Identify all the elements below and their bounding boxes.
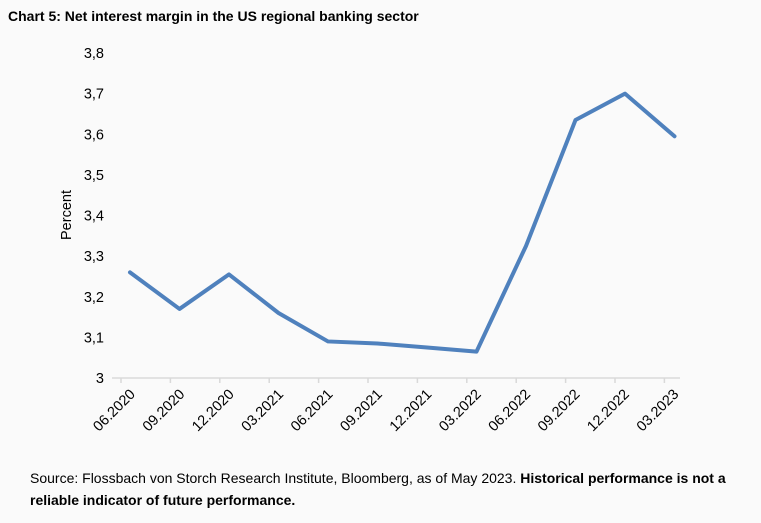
y-tick-label: 3,2 xyxy=(84,290,104,306)
y-tick-label: 3,6 xyxy=(84,127,104,143)
source-text: Source: Flossbach von Storch Research In… xyxy=(30,470,521,486)
y-tick-label: 3,8 xyxy=(84,46,104,62)
x-tick-label: 06.2021 xyxy=(288,387,336,435)
line-chart: 06.2020 09.2020 12.2020 03.2021 06.2021 09.20… xyxy=(59,46,682,435)
x-tick-label: 09.2021 xyxy=(337,387,385,435)
y-tick-label: 3,4 xyxy=(84,209,104,225)
x-tick-label: 03.2021 xyxy=(239,387,287,435)
series-line xyxy=(128,91,677,354)
disclaimer-text: Historical performance is not a reliable… xyxy=(30,470,726,508)
x-tick-label: 09.2020 xyxy=(140,387,188,435)
x-tick-label: 06.2022 xyxy=(486,387,534,435)
x-tick-label: 03.2022 xyxy=(436,387,484,435)
y-tick-label: 3,5 xyxy=(84,168,104,184)
source-note: Source: Flossbach von Storch Research In… xyxy=(30,467,730,511)
y-tick-label: 3 xyxy=(96,371,104,387)
x-tick-label: 12.2022 xyxy=(584,387,632,435)
chart-title: Chart 5: Net interest margin in the US r… xyxy=(8,8,419,24)
y-axis-label: Percent xyxy=(59,190,75,240)
x-tick-label: 06.2020 xyxy=(90,387,138,435)
x-tick-label: 12.2020 xyxy=(189,387,237,435)
y-tick-label: 3,1 xyxy=(84,330,104,346)
y-tick-label: 3,7 xyxy=(84,87,104,103)
x-tick-label: 12.2021 xyxy=(387,387,435,435)
y-tick-label: 3,3 xyxy=(84,249,104,265)
x-tick-label: 09.2022 xyxy=(535,387,583,435)
x-tick-label: 03.2023 xyxy=(634,387,682,435)
